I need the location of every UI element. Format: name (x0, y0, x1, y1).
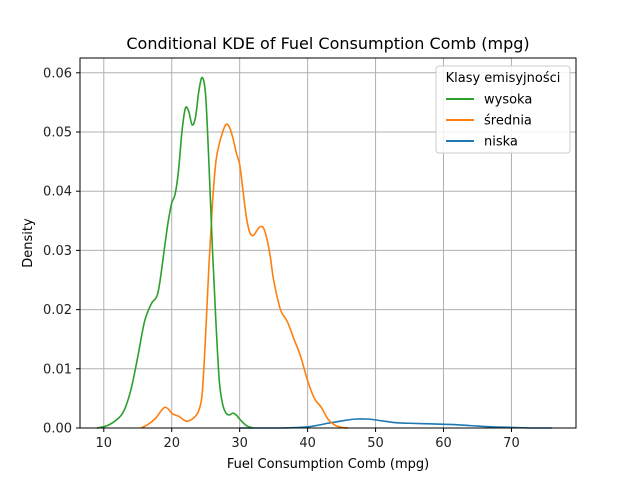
legend-entry-label: średnia (484, 114, 532, 129)
x-axis-label: Fuel Consumption Comb (mpg) (227, 457, 429, 472)
legend-entry-label: niska (484, 135, 518, 150)
x-tick-label: 20 (163, 436, 180, 451)
ticks-layer: 10 20 30 40 50 60 70 0.00 0.01 0.02 0.03 0.04 0.05 0.… (43, 66, 520, 451)
x-tick-label: 50 (367, 436, 384, 451)
y-tick-label: 0.03 (43, 244, 72, 259)
y-tick-label: 0.00 (43, 422, 72, 437)
series-line-średnia (140, 123, 349, 429)
y-tick-label: 0.02 (43, 303, 72, 318)
x-tick-label: 30 (231, 436, 248, 451)
x-tick-label: 10 (96, 436, 113, 451)
x-tick-label: 70 (503, 436, 520, 451)
legend-title: Klasy emisyjności (446, 71, 561, 86)
y-tick-label: 0.05 (43, 126, 72, 141)
legend-entries: wysoka średnia niska (446, 93, 532, 150)
y-tick-label: 0.04 (43, 185, 72, 200)
legend-box (435, 65, 571, 154)
y-axis-label: Density (21, 218, 36, 268)
chart-title: Conditional KDE of Fuel Consumption Comb… (126, 34, 529, 53)
legend-entry-label: wysoka (484, 93, 532, 108)
legend: Klasy emisyjności wysoka średnia niska (435, 65, 571, 154)
series-line-niska (239, 418, 553, 429)
x-tick-label: 40 (299, 436, 316, 451)
y-tick-label: 0.01 (43, 362, 72, 377)
series-layer (96, 76, 553, 429)
y-tick-label: 0.06 (43, 66, 72, 81)
series-line-wysoka (96, 76, 254, 429)
x-tick-label: 60 (435, 436, 452, 451)
plot-frame (79, 57, 577, 429)
